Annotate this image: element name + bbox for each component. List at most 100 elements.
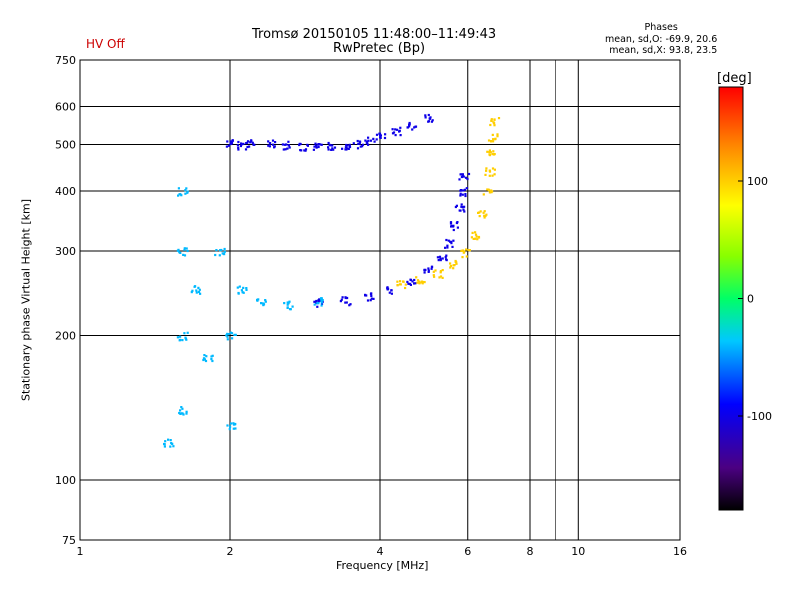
data-point [314,142,317,145]
data-point [236,286,239,289]
data-point [341,147,344,150]
data-point [492,138,495,141]
data-point [185,247,188,250]
data-point [237,148,240,151]
data-point [185,410,188,413]
data-point [202,358,205,362]
data-point [328,143,331,146]
data-point [359,140,362,143]
data-point [444,246,447,249]
data-point [414,282,417,285]
data-point [463,188,466,191]
data-point [396,284,399,287]
data-point [274,141,277,144]
data-point [256,299,259,302]
data-point [477,235,480,239]
data-point [313,145,316,148]
x-tick-label: 8 [527,545,534,558]
data-point [236,144,239,147]
data-point [418,280,421,283]
data-point [170,442,173,445]
data-point [391,128,394,131]
data-point [493,173,496,176]
data-point [320,298,323,301]
data-point [184,189,187,192]
y-tick-label: 400 [55,185,76,198]
data-point [313,300,316,303]
data-point [195,289,198,292]
data-point [459,192,462,195]
data-point [461,174,464,177]
y-tick-label: 75 [62,534,76,547]
data-point [438,276,441,279]
data-point [230,332,234,335]
data-point [408,121,411,125]
data-point [352,142,355,145]
data-point [344,146,347,149]
data-point [331,147,334,150]
data-point [223,247,226,251]
data-point [486,150,489,153]
data-point [226,332,229,335]
data-point [489,151,492,154]
data-point [429,116,432,119]
data-point [269,142,272,145]
data-point [346,147,349,150]
data-point [283,302,286,305]
data-point [319,297,323,300]
data-point [449,222,453,225]
data-point [239,144,242,148]
data-point [462,251,465,254]
data-point [288,300,291,303]
data-point [232,427,235,430]
data-point [177,187,180,190]
data-point [433,275,436,278]
data-point [476,238,479,241]
data-point [185,187,188,190]
data-point [406,126,409,129]
x-tick-label: 2 [227,545,234,558]
data-point [163,442,166,446]
data-point [191,289,194,292]
data-point [178,411,181,415]
data-point [493,124,496,127]
data-point [449,266,452,269]
data-point [364,139,367,142]
data-point [237,146,240,149]
data-point [445,254,448,257]
data-point [462,208,465,211]
data-point [450,240,453,243]
data-point [474,231,477,234]
data-point [492,153,495,156]
data-point [496,133,499,136]
data-point [227,144,230,147]
data-point [246,141,249,144]
data-point [346,144,349,147]
data-point [245,288,248,291]
data-point [179,251,182,254]
data-point [231,139,234,142]
data-point [399,134,402,137]
data-point [327,141,330,145]
data-point [474,237,477,240]
data-point [345,301,348,304]
data-point [250,139,253,142]
data-point [369,299,372,302]
data-point [320,301,323,304]
data-point [195,291,198,294]
data-point [465,248,468,251]
data-point [179,338,182,341]
data-point [220,248,223,252]
data-point [291,305,294,308]
data-point [244,148,248,151]
data-point [169,439,172,442]
colorbar-tick-label: -100 [747,410,772,423]
data-point [461,249,464,252]
data-point [455,221,458,225]
data-point [488,153,491,156]
data-point [358,142,361,145]
data-point [399,283,402,286]
data-point [468,249,471,252]
data-point [286,301,289,304]
